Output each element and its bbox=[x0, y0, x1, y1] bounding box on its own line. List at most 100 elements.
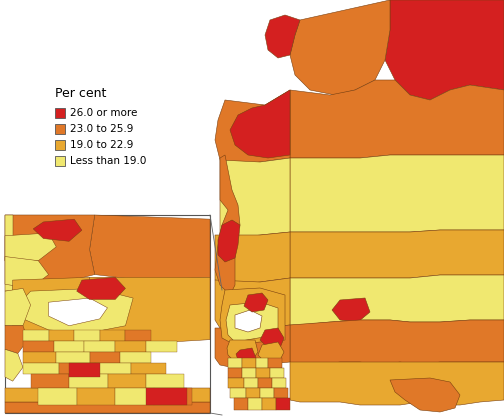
Bar bbox=[95, 363, 131, 374]
Polygon shape bbox=[13, 277, 90, 344]
Polygon shape bbox=[48, 298, 107, 326]
Polygon shape bbox=[5, 257, 48, 289]
Bar bbox=[146, 388, 187, 405]
Polygon shape bbox=[244, 293, 268, 312]
Polygon shape bbox=[332, 298, 370, 322]
Bar bbox=[242, 368, 256, 378]
Bar bbox=[154, 388, 192, 405]
Bar bbox=[258, 378, 272, 388]
Polygon shape bbox=[215, 232, 290, 285]
Bar bbox=[248, 398, 262, 410]
Text: 23.0 to 25.9: 23.0 to 25.9 bbox=[70, 124, 134, 134]
Bar bbox=[77, 388, 115, 405]
Polygon shape bbox=[385, 0, 504, 100]
Bar bbox=[234, 398, 248, 410]
Bar bbox=[54, 341, 85, 352]
Polygon shape bbox=[215, 90, 290, 165]
Polygon shape bbox=[218, 220, 240, 262]
Bar bbox=[228, 378, 244, 388]
Polygon shape bbox=[235, 310, 262, 332]
Bar bbox=[31, 374, 69, 388]
Polygon shape bbox=[5, 402, 210, 413]
Polygon shape bbox=[290, 155, 504, 232]
Bar bbox=[56, 352, 90, 363]
Bar bbox=[125, 330, 151, 341]
Text: Less than 19.0: Less than 19.0 bbox=[70, 156, 146, 166]
Polygon shape bbox=[18, 289, 133, 333]
Polygon shape bbox=[215, 325, 290, 368]
Bar bbox=[59, 363, 95, 374]
Bar bbox=[38, 388, 77, 405]
Polygon shape bbox=[5, 233, 56, 261]
Polygon shape bbox=[220, 288, 285, 345]
Bar bbox=[228, 368, 242, 378]
Polygon shape bbox=[90, 215, 210, 280]
Bar bbox=[270, 368, 284, 378]
Bar bbox=[230, 388, 246, 398]
Bar bbox=[272, 378, 286, 388]
Bar bbox=[115, 341, 146, 352]
Bar bbox=[48, 330, 74, 341]
Polygon shape bbox=[290, 80, 504, 158]
Bar bbox=[256, 358, 268, 368]
Bar bbox=[23, 341, 54, 352]
Bar bbox=[55, 140, 65, 150]
Bar bbox=[131, 363, 166, 374]
Polygon shape bbox=[258, 342, 284, 362]
Polygon shape bbox=[260, 328, 284, 348]
Bar bbox=[242, 358, 256, 368]
Bar bbox=[146, 374, 184, 388]
Polygon shape bbox=[5, 289, 31, 326]
Polygon shape bbox=[230, 90, 290, 158]
Polygon shape bbox=[236, 348, 256, 362]
Polygon shape bbox=[82, 277, 210, 344]
Bar bbox=[69, 374, 107, 388]
Polygon shape bbox=[215, 155, 240, 295]
Bar bbox=[107, 374, 146, 388]
Bar bbox=[115, 388, 154, 405]
Polygon shape bbox=[215, 278, 290, 330]
Bar bbox=[23, 363, 59, 374]
Text: 26.0 or more: 26.0 or more bbox=[70, 108, 138, 118]
Bar bbox=[120, 352, 151, 363]
Bar bbox=[5, 215, 210, 413]
Bar bbox=[23, 330, 48, 341]
Bar bbox=[246, 388, 260, 398]
Bar bbox=[228, 358, 242, 368]
Bar bbox=[256, 368, 270, 378]
Polygon shape bbox=[5, 215, 13, 291]
Polygon shape bbox=[290, 230, 504, 278]
Polygon shape bbox=[265, 15, 300, 58]
Polygon shape bbox=[77, 277, 125, 299]
Polygon shape bbox=[243, 165, 288, 195]
Bar bbox=[268, 358, 282, 368]
Bar bbox=[55, 124, 65, 134]
Text: 19.0 to 22.9: 19.0 to 22.9 bbox=[70, 140, 134, 150]
Polygon shape bbox=[5, 349, 23, 381]
Polygon shape bbox=[390, 378, 460, 412]
Polygon shape bbox=[226, 302, 278, 342]
Bar bbox=[146, 341, 177, 352]
Bar bbox=[276, 398, 290, 410]
Polygon shape bbox=[5, 215, 95, 284]
Polygon shape bbox=[5, 326, 28, 354]
Bar bbox=[244, 378, 258, 388]
Polygon shape bbox=[290, 320, 504, 365]
Bar bbox=[23, 352, 56, 363]
Bar bbox=[55, 156, 65, 166]
Polygon shape bbox=[227, 340, 258, 362]
Bar bbox=[74, 330, 100, 341]
Polygon shape bbox=[220, 158, 290, 238]
Bar bbox=[420, 0, 504, 35]
Polygon shape bbox=[290, 275, 504, 325]
Polygon shape bbox=[290, 0, 390, 95]
Bar bbox=[262, 398, 276, 410]
Bar bbox=[90, 352, 120, 363]
Bar bbox=[260, 388, 274, 398]
Text: Per cent: Per cent bbox=[55, 87, 106, 100]
Polygon shape bbox=[33, 219, 82, 241]
Bar bbox=[100, 330, 125, 341]
Bar bbox=[55, 108, 65, 118]
Polygon shape bbox=[5, 388, 210, 402]
Polygon shape bbox=[390, 0, 504, 65]
